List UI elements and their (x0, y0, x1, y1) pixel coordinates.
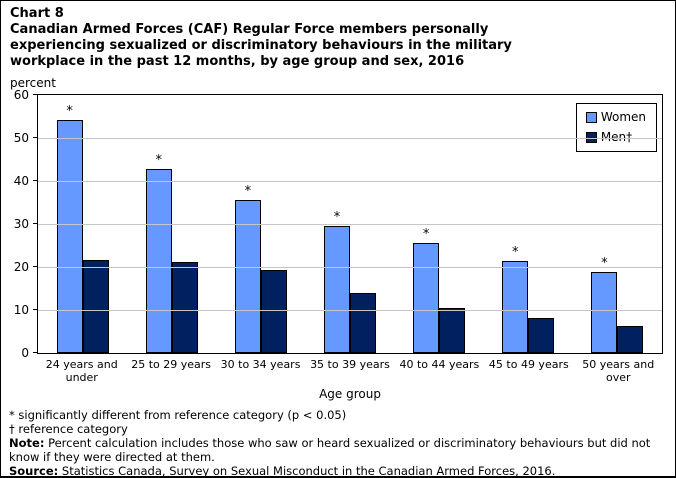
x-category-label: 25 to 29 years (131, 358, 212, 371)
x-category-label: 24 years and under (45, 358, 118, 384)
bar-column (260, 95, 287, 353)
legend-label-men: Men† (600, 130, 633, 144)
x-category-label: 30 to 34 years (220, 358, 301, 371)
bar-group: * (305, 95, 394, 353)
significance-asterisk: * (333, 209, 341, 225)
y-tick-label: 10 (13, 303, 29, 317)
note-label: Note: (9, 436, 45, 450)
y-tick-label: 30 (13, 217, 29, 231)
gridline (38, 181, 662, 182)
bar-column (349, 95, 376, 353)
bars-container: * * * * * * * (38, 95, 662, 353)
chart-title-line-1: Canadian Armed Forces (CAF) Regular Forc… (10, 22, 489, 37)
women-bar (145, 168, 172, 353)
y-tick-mark (33, 266, 37, 267)
gridline (38, 138, 662, 139)
men-bar (617, 325, 644, 353)
bar-column: * (145, 95, 172, 353)
y-tick-mark (33, 223, 37, 224)
women-bar (323, 225, 350, 353)
bar-group: * (127, 95, 216, 353)
men-bar (171, 261, 198, 353)
y-tick-mark (33, 309, 37, 310)
bar-column (617, 95, 644, 353)
footnotes: * significantly different from reference… (1, 401, 675, 478)
note-text: Percent calculation includes those who s… (9, 436, 651, 464)
y-tick-mark (33, 352, 37, 353)
women-bar (413, 243, 440, 353)
bar-column: * (323, 95, 350, 353)
bar-column: * (413, 95, 440, 353)
source-label: Source: (9, 464, 59, 478)
bar-column (528, 95, 555, 353)
bar-group: * (216, 95, 305, 353)
x-axis-category-labels: 24 years and under 25 to 29 years 30 to 34… (37, 354, 663, 384)
bar-column (171, 95, 198, 353)
significance-asterisk: * (422, 227, 430, 243)
bar-group: * (395, 95, 484, 353)
significance-asterisk: * (512, 244, 519, 260)
legend-label-women: Women (600, 110, 646, 124)
y-tick-label: 0 (21, 346, 29, 360)
women-bar (591, 271, 618, 353)
y-tick-label: 20 (13, 260, 29, 274)
y-tick-label: 50 (13, 131, 29, 145)
gridline (38, 310, 662, 311)
x-axis-title: Age group (319, 387, 381, 401)
legend: Women Men† (575, 103, 657, 152)
bar-group: * (573, 95, 662, 353)
women-bar (502, 260, 529, 353)
significance-asterisk: * (155, 152, 162, 168)
men-bar (82, 259, 109, 353)
bar-group: * (38, 95, 127, 353)
bar-column (82, 95, 109, 353)
x-category-label: 40 to 44 years (399, 358, 480, 371)
bar-column: * (234, 95, 261, 353)
bar-column: * (56, 95, 83, 353)
women-bar (234, 199, 261, 353)
y-axis-unit-label: percent (10, 76, 56, 90)
women-swatch-icon (585, 111, 597, 123)
reference-footnote: † reference category (9, 422, 128, 436)
y-tick-mark (33, 180, 37, 181)
note-footnote: Note: Percent calculation includes those… (9, 436, 667, 464)
y-tick-mark (33, 94, 37, 95)
y-tick-label: 60 (13, 88, 29, 102)
men-bar (260, 269, 287, 353)
y-tick-mark (33, 137, 37, 138)
bar-column (439, 95, 466, 353)
gridline (38, 267, 662, 268)
x-category-label: 45 to 49 years (488, 358, 569, 371)
significance-asterisk: * (601, 255, 608, 271)
y-tick-label: 40 (13, 174, 29, 188)
bar-group: * (484, 95, 573, 353)
chart-number: Chart 8 (10, 6, 64, 21)
plot-area: * * * * * * * Women Men† (37, 94, 663, 354)
x-category-label: 50 years and over (582, 358, 655, 384)
men-bar (349, 293, 376, 353)
source-footnote: Source: Statistics Canada, Survey on Sex… (9, 464, 667, 478)
legend-item-men: Men† (585, 130, 646, 144)
significance-footnote: * significantly different from reference… (9, 408, 347, 422)
significance-asterisk: * (244, 183, 252, 199)
x-category-label: 35 to 39 years (310, 358, 390, 371)
men-bar (439, 308, 466, 353)
men-bar (528, 317, 555, 353)
chart-header: Chart 8 Canadian Armed Forces (CAF) Regu… (1, 1, 675, 90)
gridline (38, 224, 662, 225)
bar-column: * (591, 95, 618, 353)
men-swatch-icon (585, 131, 597, 143)
significance-asterisk: * (66, 104, 73, 120)
chart-title-line-3: workplace in the past 12 months, by age … (10, 54, 465, 69)
legend-item-women: Women (585, 110, 646, 124)
women-bar (56, 120, 83, 353)
chart-title-line-2: experiencing sexualized or discriminator… (10, 38, 512, 53)
bar-column: * (502, 95, 529, 353)
chart-canvas: * * * * * * * Women Men† 0 10 20 30 40 50 60 (1, 88, 675, 360)
source-text: Statistics Canada, Survey on Sexual Misc… (58, 464, 556, 478)
